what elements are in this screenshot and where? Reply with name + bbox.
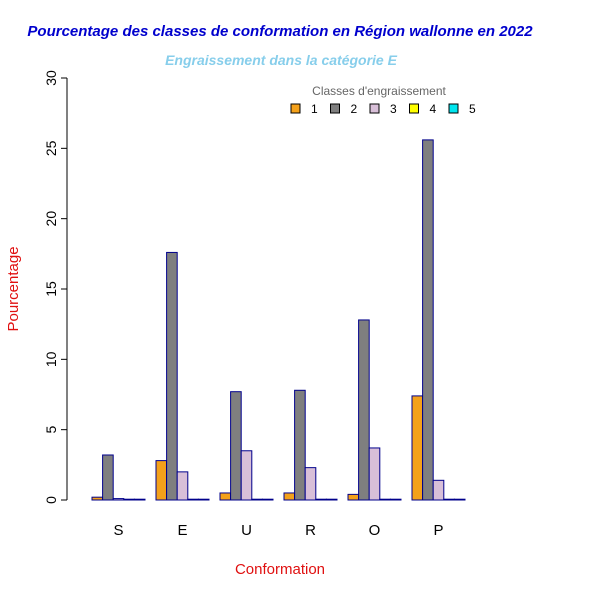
- bar-S-1: [91, 496, 104, 501]
- legend-swatch-1: [290, 103, 301, 114]
- bar-P-4: [443, 498, 455, 501]
- legend: Classes d'engraissement 1 2 3 4 5: [290, 84, 476, 116]
- legend-label-3: 3: [390, 102, 397, 116]
- legend-swatch-4: [409, 103, 419, 114]
- legend-title: Classes d'engraissement: [312, 84, 446, 98]
- x-axis-label: Conformation: [235, 561, 325, 578]
- y-tick-label: 10: [43, 351, 59, 367]
- bar-P-3: [432, 479, 445, 501]
- bar-O-5: [389, 498, 402, 501]
- bar-R-3: [304, 467, 317, 501]
- bar-S-3: [112, 498, 125, 501]
- bar-E-2: [166, 251, 178, 501]
- legend-label-4: 4: [430, 102, 437, 116]
- x-tick-label: R: [305, 522, 316, 539]
- chart-title: Pourcentage des classes de conformation …: [27, 23, 533, 40]
- bar-S-5: [133, 498, 146, 501]
- bar-U-4: [251, 498, 263, 501]
- bar-R-5: [325, 498, 338, 501]
- y-tick-label: 20: [43, 211, 59, 227]
- legend-swatch-3: [369, 103, 380, 114]
- bar-U-1: [219, 492, 232, 501]
- bar-O-4: [379, 498, 391, 501]
- bar-P-5: [453, 498, 466, 501]
- bar-E-1: [155, 460, 168, 501]
- bar-U-5: [261, 498, 274, 501]
- bar-E-3: [176, 471, 189, 501]
- legend-label-1: 1: [311, 102, 318, 116]
- bar-S-2: [102, 454, 114, 501]
- x-tick-label: P: [433, 522, 443, 539]
- y-axis-label: Pourcentage: [5, 246, 22, 331]
- bar-O-1: [347, 493, 360, 501]
- bar-U-3: [240, 450, 253, 501]
- x-tick-label: U: [241, 522, 252, 539]
- bars: [91, 139, 466, 501]
- bar-E-5: [197, 498, 210, 501]
- bar-P-2: [422, 139, 434, 501]
- legend-swatch-2: [330, 103, 340, 114]
- x-tick-label: E: [177, 522, 187, 539]
- legend-swatch-5: [448, 103, 459, 114]
- y-tick-label: 15: [43, 281, 59, 297]
- y-tick-label: 0: [43, 496, 59, 504]
- bar-P-1: [411, 395, 424, 501]
- y-tick-label: 25: [43, 140, 59, 156]
- legend-label-5: 5: [469, 102, 476, 116]
- bar-O-2: [358, 319, 370, 501]
- y-tick-label: 5: [43, 426, 59, 434]
- bar-O-3: [368, 447, 381, 501]
- x-tick-label: O: [369, 522, 381, 539]
- legend-label-2: 2: [351, 102, 358, 116]
- y-tick-label: 30: [43, 70, 59, 86]
- bar-R-1: [283, 492, 296, 501]
- bar-S-4: [123, 498, 135, 501]
- bar-R-2: [294, 389, 306, 501]
- chart-subtitle: Engraissement dans la catégorie E: [165, 52, 398, 68]
- bar-E-4: [187, 498, 199, 501]
- bar-U-2: [230, 391, 242, 501]
- bar-R-4: [315, 498, 327, 501]
- x-tick-label: S: [113, 522, 123, 539]
- y-axis: 0 5 10 15 20 25 30: [43, 70, 68, 504]
